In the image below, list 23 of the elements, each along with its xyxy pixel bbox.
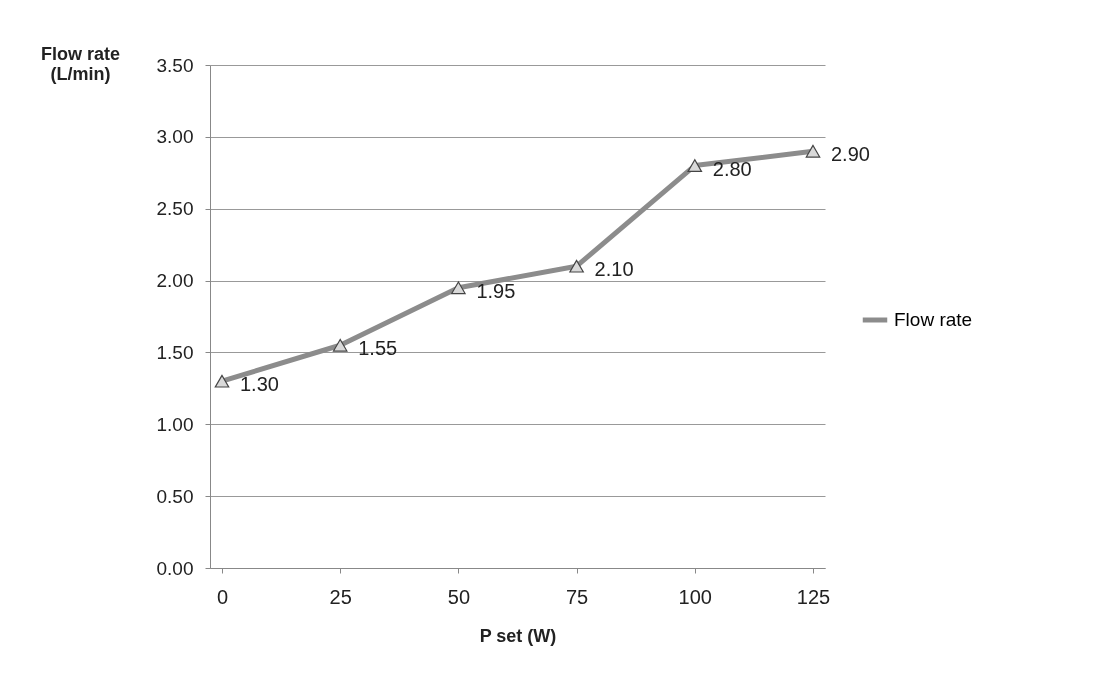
data-label: 1.30 <box>240 373 279 396</box>
y-tick-label: 1.00 <box>156 413 194 435</box>
x-tick-label: 25 <box>329 585 352 608</box>
y-tick-label: 3.50 <box>156 54 194 76</box>
x-axis-title: P set (W) <box>479 625 557 646</box>
x-tick-label: 0 <box>216 585 229 608</box>
x-tick-label: 125 <box>796 585 831 608</box>
data-label: 2.10 <box>594 258 634 281</box>
data-label: 2.80 <box>712 157 752 180</box>
y-tick-label: 2.50 <box>156 198 194 220</box>
y-tick-label: 3.00 <box>156 126 194 148</box>
data-label: 1.95 <box>476 279 516 302</box>
legend-label: Flow rate <box>894 309 973 330</box>
y-tick-label: 0.50 <box>156 485 194 507</box>
x-tick-label: 50 <box>447 585 471 608</box>
y-tick-label: 2.00 <box>156 270 194 292</box>
data-label: 2.90 <box>831 143 870 166</box>
y-tick-label: 0.00 <box>156 557 194 579</box>
x-tick-label: 100 <box>678 585 712 608</box>
y-axis-title: Flow rate (L/min) <box>40 43 121 84</box>
y-tick-label: 1.50 <box>156 341 194 363</box>
data-label: 1.55 <box>358 337 398 360</box>
x-tick-label: 75 <box>565 585 589 608</box>
